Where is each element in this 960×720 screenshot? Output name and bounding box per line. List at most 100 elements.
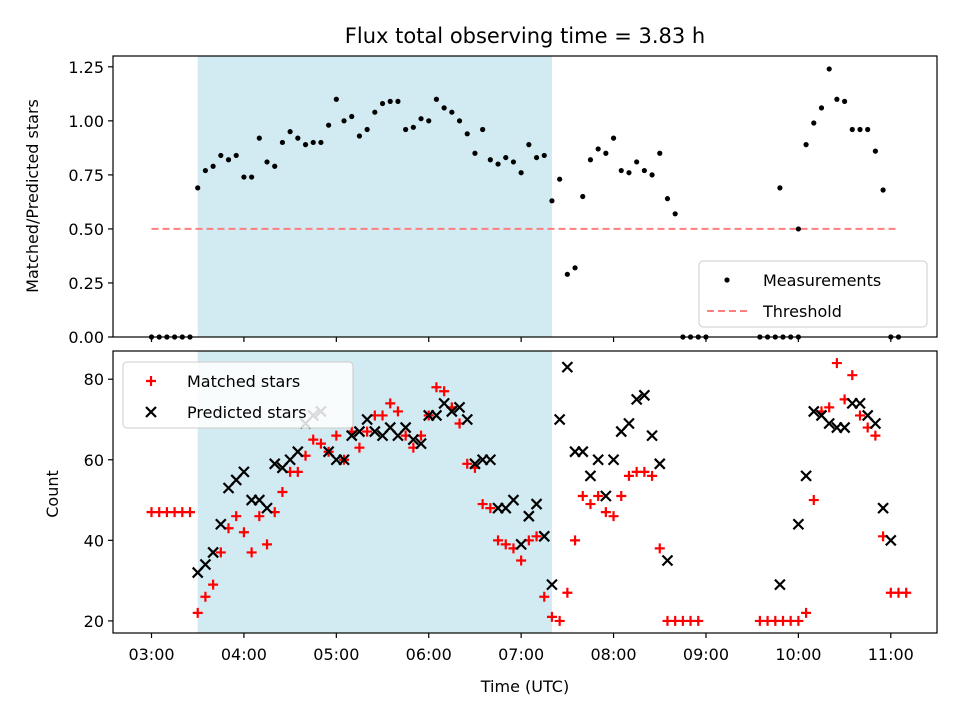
measurement-point: [272, 163, 278, 169]
predicted-star-point: [592, 453, 604, 466]
predicted-star-point: [515, 538, 527, 551]
measurement-point: [641, 167, 647, 174]
predicted-star-point: [292, 445, 304, 458]
measurement-point: [495, 161, 501, 167]
predicted-star-point: [607, 453, 620, 466]
top-y-tick-label: 0.50: [68, 220, 104, 239]
predicted-star-point: [553, 413, 566, 426]
matched-star-point: [462, 458, 473, 469]
measurement-point: [241, 174, 247, 180]
matched-star-point: [793, 615, 804, 626]
measurement-point: [356, 133, 363, 139]
bottom-y-tick-label: 80: [84, 370, 104, 389]
x-tick-label: 08:00: [591, 645, 637, 664]
matched-star-point: [623, 470, 634, 481]
matched-star-point: [500, 539, 511, 550]
matched-star-point: [577, 491, 588, 502]
measurement-point: [803, 142, 809, 148]
predicted-star-point: [369, 425, 381, 438]
predicted-star-point: [523, 510, 535, 522]
matched-star-point: [570, 535, 581, 546]
predicted-star-point: [207, 546, 219, 559]
matched-star-point: [585, 499, 596, 510]
predicted-star-point: [646, 429, 658, 442]
measurement-point: [618, 167, 624, 174]
matched-star-point: [831, 358, 842, 369]
measurement-point: [318, 139, 324, 146]
measurement-point: [249, 174, 255, 180]
matched-star-point: [215, 547, 226, 558]
measurement-point: [418, 116, 424, 122]
predicted-star-point: [877, 502, 889, 514]
predicted-star-point: [561, 361, 574, 373]
measurement-point: [526, 142, 532, 148]
x-tick-label: 06:00: [406, 645, 452, 664]
measurement-point: [518, 170, 524, 176]
predicted-star-point: [800, 470, 812, 482]
predicted-star-point: [546, 578, 558, 591]
measurement-point: [449, 109, 455, 115]
measurement-point: [403, 126, 409, 133]
measurement-point: [649, 172, 655, 178]
measurement-point: [349, 113, 355, 120]
top-y-axis-label: Matched/Predicted stars: [23, 99, 42, 293]
matched-star-point: [192, 607, 203, 618]
measurement-point: [626, 170, 632, 176]
measurement-point: [333, 96, 339, 102]
matched-star-point: [185, 507, 196, 518]
matched-star-point: [562, 587, 573, 598]
matched-star-point: [231, 511, 242, 522]
matched-star-point: [254, 511, 265, 522]
x-axis-label: Time (UTC): [480, 677, 569, 696]
measurement-point: [326, 122, 332, 128]
predicted-star-point: [638, 389, 651, 402]
predicted-star-point: [854, 397, 866, 410]
measurement-point: [295, 135, 301, 141]
predicted-star-point: [792, 518, 805, 531]
measurement-point: [795, 226, 801, 232]
measurement-point: [480, 126, 486, 133]
measurement-point: [256, 135, 262, 141]
chart-title: Flux total observing time = 3.83 h: [345, 24, 705, 48]
predicted-star-point: [361, 413, 373, 426]
top-y-tick-label: 0.25: [68, 274, 104, 293]
predicted-star-point: [430, 409, 443, 422]
measurement-point: [672, 211, 678, 217]
predicted-star-point: [600, 490, 612, 502]
top-legend-box: [698, 260, 928, 328]
predicted-star-point: [469, 458, 481, 470]
measurement-point: [456, 118, 463, 124]
matched-star-point: [654, 543, 665, 554]
predicted-star-point: [484, 453, 497, 466]
top-y-tick-label: 0.75: [68, 166, 104, 185]
predicted-star-point: [415, 437, 427, 450]
matched-star-point: [385, 398, 396, 409]
predicted-star-point: [215, 518, 227, 531]
predicted-star-point: [653, 458, 666, 470]
measurement-point: [395, 98, 401, 104]
matched-star-point: [493, 535, 504, 546]
matched-star-point: [901, 587, 912, 598]
measurement-point: [441, 105, 447, 111]
measurement-point: [587, 157, 594, 163]
predicted-star-point: [338, 453, 350, 466]
measurement-point: [433, 96, 440, 102]
measurement-point: [302, 142, 309, 148]
measurement-point: [841, 98, 848, 104]
measurement-point: [233, 152, 239, 159]
matched-star-point: [870, 430, 881, 441]
matched-star-point: [431, 382, 442, 393]
measurement-point: [379, 100, 386, 107]
bottom-legend: Matched stars Predicted stars: [122, 361, 354, 429]
measurement-point: [857, 126, 863, 133]
legend-label: Matched stars: [187, 372, 300, 391]
measurement-point: [834, 96, 840, 102]
legend-marker-matched: [146, 376, 156, 386]
measurement-point: [557, 176, 563, 182]
x-tick-label: 09:00: [683, 645, 729, 664]
predicted-star-point: [885, 534, 897, 547]
matched-star-point: [539, 591, 550, 602]
top-axes-frame: [112, 55, 938, 338]
top-legend: Measurements Threshold: [698, 260, 928, 328]
